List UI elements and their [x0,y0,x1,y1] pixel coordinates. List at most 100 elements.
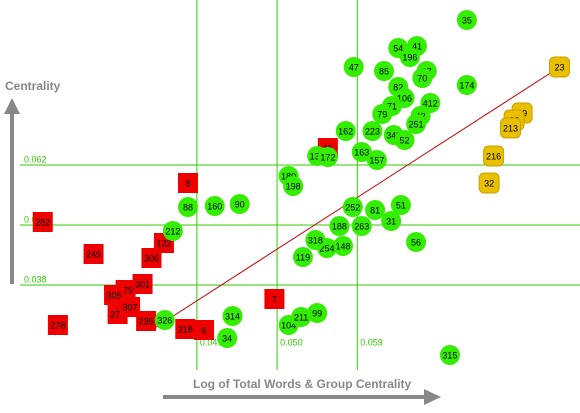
y-axis-title: Centrality [5,79,61,93]
points: 2828112491223062782792703013053072356721… [32,10,571,365]
point-label: 343 [386,130,401,140]
point: 172 [317,147,338,167]
point: 252 [342,197,363,217]
point-label: 314 [225,311,240,321]
marker [175,319,196,339]
point: 70 [412,68,433,88]
point: 223 [362,121,383,141]
point: 218 [175,319,196,339]
marker [483,145,505,167]
point: 196 [399,47,420,67]
x-tick-label: 0.059 [360,337,383,347]
marker [162,221,183,241]
x-axis-arrow [163,389,441,405]
point: 31 [381,211,402,231]
marker [372,104,393,124]
point-label: 6 [202,325,207,335]
point: 282 [32,212,53,232]
point: 47 [343,57,364,77]
point: 251 [406,114,427,134]
marker [351,216,372,236]
point-label: 196 [402,52,417,62]
marker [439,345,460,365]
point-label: 326 [157,315,172,325]
point: 163 [351,142,372,162]
point: 235 [136,311,157,331]
point-label: 270 [110,309,125,319]
point-label: 122 [156,238,171,248]
point-label: 82 [393,82,403,92]
point: 318 [305,230,326,250]
point: 56 [406,232,427,252]
point: 305 [104,285,125,305]
point-label: 47 [349,62,359,72]
point-label: 99 [312,308,322,318]
point: 306 [141,248,162,268]
point: 99 [307,303,328,323]
point-label: 35 [462,15,472,25]
point-label: 211 [294,312,308,322]
marker [217,328,238,348]
point-label: 188 [332,221,347,231]
marker [307,303,328,323]
point: 51 [390,195,411,215]
point: 249 [83,244,104,264]
marker [194,320,215,340]
point: 278 [47,315,68,335]
x-axis-title: Log of Total Words & Group Centrality [193,377,412,391]
marker [264,289,285,309]
point: 160 [204,196,225,216]
point-label: 307 [123,302,138,312]
point: 90 [229,194,250,214]
marker [456,75,477,95]
marker [333,236,354,256]
point: 34 [217,328,238,348]
marker [335,121,356,141]
point: 188 [329,216,350,236]
point-label: 79 [377,109,387,119]
point: 211 [291,307,312,327]
marker [32,212,53,232]
marker [177,173,198,193]
point-label: 172 [320,152,335,162]
point-label: 106 [397,93,412,103]
marker [456,10,477,30]
point-label: 251 [409,119,424,129]
x-tick-label: 0.041 [200,337,223,347]
point: 174 [456,75,477,95]
marker [177,197,198,217]
point-label: 85 [379,66,389,76]
marker [305,230,326,250]
marker [478,172,500,194]
point-label: 137 [310,151,325,161]
point-label: 162 [338,126,353,136]
point-label: 315 [442,350,457,360]
marker [229,194,250,214]
marker [362,121,383,141]
point-label: 104 [281,320,296,330]
marker [373,61,394,81]
point-label: 305 [107,290,122,300]
point: 88 [177,197,198,217]
point: 81 [365,200,386,220]
marker [406,232,427,252]
point-label: 7 [272,294,277,304]
point: 85 [373,61,394,81]
point-label: 216 [486,151,501,161]
point-label: 198 [286,181,301,191]
point: 6 [194,320,215,340]
point-label: 157 [369,155,384,165]
marker [343,57,364,77]
point-label: 41 [412,41,422,51]
point: 8 [177,173,198,193]
marker [394,130,415,150]
point: 326 [154,310,175,330]
point: 119 [292,247,313,267]
marker [329,216,350,236]
point-label: 56 [411,237,421,247]
point-label: 81 [370,205,380,215]
point-label: 119 [296,252,310,262]
marker [154,310,175,330]
